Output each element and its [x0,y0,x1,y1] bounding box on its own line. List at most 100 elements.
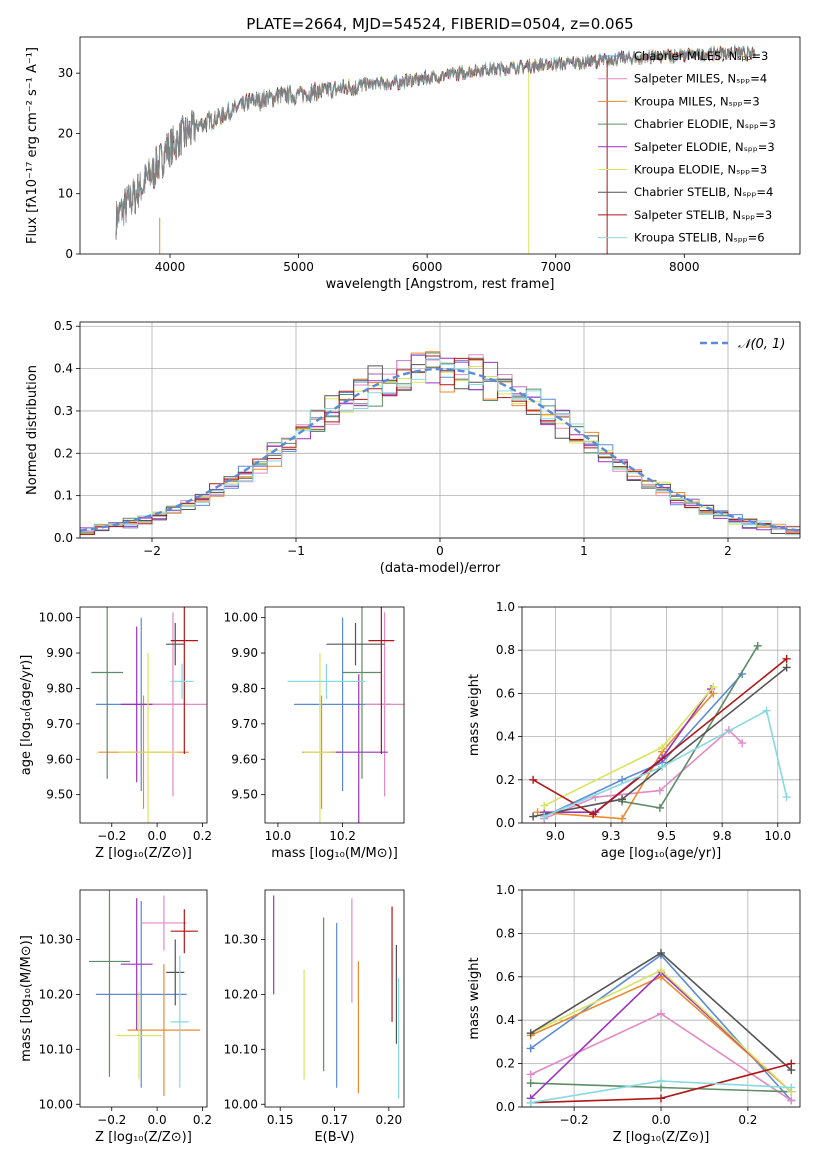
y-tick-label: 9.60 [231,752,258,766]
x-tick-label: 0.15 [267,1113,294,1127]
legend-label: Salpeter MILES, Nₛₚₚ=4 [634,72,767,86]
series-point [787,1059,796,1068]
series-line [543,709,788,818]
series-point [787,1096,796,1105]
y-tick-label: 0.6 [496,686,515,700]
y-tick-label: 0.4 [496,730,515,744]
weight-vs-age-panel: 9.0 9.3 9.5 9.8 10.0 0.0 0.2 0.4 0.6 0.8 1.0 age [l… [467,600,801,861]
x-tick-label: 9.0 [546,829,565,843]
axes-frame [79,321,801,539]
y-tick-label: 1.0 [496,600,515,614]
x-tick-label: 7000 [540,260,571,274]
y-axis-label: age [log₁₀(age/yr)] [19,655,34,776]
legend-label: 𝒩(0, 1) [738,337,785,352]
x-tick-label: 0.0 [651,1113,670,1127]
y-tick-label: 9.50 [231,788,258,802]
y-tick-label: 9.90 [46,646,73,660]
y-tick-label: 0.4 [54,362,73,376]
x-tick-label: 8000 [669,260,700,274]
y-tick-label: 0.4 [496,1013,515,1027]
x-tick-label: −0.2 [560,1113,589,1127]
x-axis-label: mass [log₁₀(M/M⊙)] [271,846,398,861]
series-point [657,966,665,975]
series-point [526,1098,535,1107]
age-vs-mass-panel: 10.0 10.2 9.50 9.60 9.70 9.80 9.90 10.00 mass [l… [224,606,405,861]
series-point [618,795,627,804]
y-tick-label: 0.2 [54,446,73,460]
y-tick-label: 10.10 [39,1042,73,1056]
series-point [655,786,664,795]
series-point [762,706,771,715]
y-tick-label: 10.20 [224,987,258,1001]
x-tick-label: 10.2 [329,829,356,843]
axes-frame [264,889,405,1108]
y-tick-label: 0.6 [496,970,515,984]
x-axis-label: E(B-V) [314,1130,354,1145]
series-point [618,814,627,823]
series-point [782,793,791,802]
y-axis-label: mass weight [467,674,482,756]
series-point [658,762,667,771]
histogram-step [80,358,800,536]
x-tick-label: 0.2 [193,829,212,843]
x-axis-label: age [log₁₀(age/yr)] [601,846,722,861]
y-tick-label: 10 [58,187,73,201]
residuals-panel: −2 −1 0 1 2 0.0 0.1 0.2 0.3 0.4 0.5 (data-model)/er… [25,319,801,576]
x-tick-label: 10.0 [265,829,292,843]
series-point [753,641,762,650]
x-axis-label: (data-model)/error [380,561,501,576]
axes-frame [264,606,405,824]
series-point [589,810,598,819]
y-tick-label: 9.60 [46,752,73,766]
y-tick-label: 9.80 [46,681,73,695]
y-tick-label: 0.0 [496,816,515,830]
x-tick-label: 9.8 [713,829,732,843]
y-tick-label: 10.30 [224,932,258,946]
y-tick-label: 10.20 [39,987,73,1001]
series-point [657,1076,665,1085]
series-point [782,663,791,672]
series-point [738,739,747,748]
histogram-step [80,355,800,535]
y-tick-label: 0.1 [54,489,73,503]
x-tick-label: 2 [724,544,732,558]
observed-spectrum-line [115,46,756,238]
y-axis-label: Flux [fλ10⁻¹⁷ erg cm⁻² s⁻¹ A⁻¹] [25,47,40,244]
y-tick-label: 0 [65,247,73,261]
series-point [526,1029,535,1038]
x-tick-label: 9.3 [601,829,620,843]
y-tick-label: 10.30 [39,932,73,946]
y-tick-label: 20 [58,126,73,140]
x-tick-label: 6000 [412,260,443,274]
series-point [782,654,791,663]
series-point [526,1044,535,1053]
x-axis-label: Z [log₁₀(Z/Z⊙)] [95,1130,192,1145]
error-bars [89,890,201,1097]
y-tick-label: 10.00 [39,1097,73,1111]
series-lines [526,948,796,1107]
x-axis-label: Z [log₁₀(Z/Z⊙)] [95,846,192,861]
error-bars [287,607,404,823]
y-tick-label: 0.5 [54,319,73,333]
spectrum-panel: 4000 5000 6000 7000 8000 0 10 20 30 wavelength [A… [25,36,801,292]
series-point [540,801,549,810]
series-point [540,812,549,821]
series-point [787,1083,796,1092]
legend-label: Kroupa STELIB, Nₛₚₚ=6 [634,231,765,245]
y-tick-label: 10.10 [224,1042,258,1056]
series-point [657,1094,665,1103]
legend-label: Salpeter STELIB, Nₛₚₚ=3 [634,208,772,222]
y-tick-label: 0.8 [496,643,515,657]
x-tick-label: −1 [287,544,305,558]
series-line [543,673,743,818]
x-tick-label: 1 [580,544,588,558]
y-tick-label: 0.2 [496,773,515,787]
spectrum-lines [115,44,756,254]
histogram-lines [80,351,800,536]
x-tick-label: 5000 [283,260,314,274]
series-point [529,812,538,821]
axes-frame [79,606,208,824]
series-point [526,1070,535,1079]
